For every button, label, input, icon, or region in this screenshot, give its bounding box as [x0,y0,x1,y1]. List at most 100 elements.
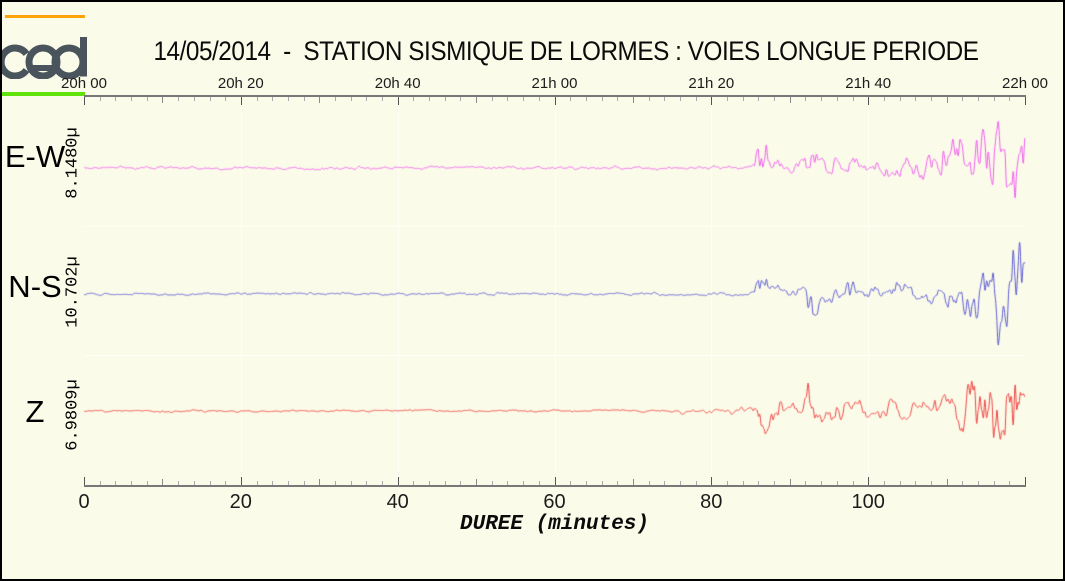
bottom-axis-tick [225,481,227,485]
bottom-axis-tick [303,481,305,485]
bottom-axis-tick [272,481,274,485]
top-axis-tick [899,97,901,101]
top-axis-tick [303,97,305,101]
bottom-axis-tick [805,481,807,485]
bottom-axis-tick [115,481,117,485]
bottom-axis-tick [899,481,901,485]
top-axis-tick [334,97,336,101]
bottom-axis-tick [193,481,195,485]
top-axis-label: 21h 40 [845,75,892,92]
bottom-axis-tick [915,481,917,485]
top-axis-tick [915,97,917,101]
top-axis-tick [287,97,289,101]
bottom-axis-tick [585,481,587,485]
bottom-axis-tick [680,481,681,485]
bottom-axis-tick [178,481,180,485]
bottom-axis-tick [868,477,870,485]
top-axis-tick [256,97,258,101]
bottom-axis-tick [946,479,948,485]
top-axis-tick [617,97,619,101]
bottom-axis-tick [1025,477,1026,485]
channel-amplitude-z: 6.9809µ [63,379,83,451]
bottom-axis-tick [99,481,101,485]
top-axis-label: 20h 20 [217,75,264,92]
top-axis-tick [444,97,446,101]
top-axis-label: 20h 40 [374,75,421,92]
top-axis-tick [523,97,525,101]
bottom-axis-label: 20 [229,491,252,513]
bottom-axis-tick [84,477,85,485]
top-axis-tick [805,97,807,101]
bottom-axis-tick [240,477,242,485]
channel-amplitude-e-w: 8.1480µ [63,127,83,199]
bottom-axis-tick [413,481,415,485]
bottom-axis-tick [209,481,211,485]
top-axis-tick [429,97,430,101]
bottom-axis-tick [930,481,932,485]
top-axis-tick [601,97,603,101]
bottom-axis-tick [774,481,776,485]
top-axis-tick [711,97,713,105]
top-axis-tick [774,97,776,101]
top-axis-tick [742,97,744,101]
bottom-axis-label: 40 [386,491,409,513]
top-axis-tick [272,97,274,101]
bottom-axis-tick [821,481,823,485]
bottom-axis-tick [429,481,430,485]
bottom-axis-tick [507,481,509,485]
bottom-axis-tick [789,479,791,485]
top-axis-tick [852,97,854,101]
top-axis-tick [585,97,587,101]
top-axis-tick [460,97,462,101]
bottom-axis-tick [758,481,760,485]
bottom-axis-tick [146,481,148,485]
bottom-axis-tick [664,481,666,485]
bottom-axis-label: 80 [700,491,723,513]
top-axis-tick [930,97,932,101]
top-axis-tick [758,97,760,101]
top-axis-label: 21h 20 [688,75,735,92]
channel-name-n-s: N-S [8,269,62,304]
bottom-axis-tick [554,477,556,485]
bottom-axis-tick [162,479,164,485]
top-axis-tick [146,97,148,101]
channel-name-e-w: E-W [4,139,66,174]
bottom-axis-tick [632,479,634,485]
top-axis-tick [727,97,728,101]
top-axis-tick [350,97,352,101]
top-axis-tick [946,97,948,103]
bottom-axis-tick [131,481,133,485]
bottom-axis-tick [993,481,995,485]
bottom-axis-tick [366,481,368,485]
top-axis-label: 20h 00 [61,75,107,92]
top-axis-tick [868,97,870,105]
bottom-axis-tick [397,477,399,485]
bottom-axis-tick [742,481,744,485]
bottom-axis-tick [836,481,838,485]
top-axis-tick [84,97,85,105]
bottom-axis-tick [350,481,352,485]
bottom-axis-tick [978,481,979,485]
x-axis-title: DUREE (minutes) [459,513,650,536]
top-axis-tick [240,97,242,105]
bottom-axis-tick [444,481,446,485]
top-axis-tick [193,97,195,101]
top-axis-tick [978,97,979,101]
top-axis-tick [1025,97,1026,105]
bottom-axis-label: 60 [543,491,566,513]
top-axis-tick [319,97,321,103]
top-axis-tick [491,97,493,101]
top-axis-tick [209,97,211,101]
bottom-axis-label: 100 [851,491,885,513]
top-axis-tick [695,97,697,101]
top-axis-tick [554,97,556,105]
bottom-axis-tick [538,481,540,485]
top-axis-label: 22h 00 [1002,75,1048,92]
top-axis-tick [507,97,509,101]
bottom-axis-tick [570,481,572,485]
bottom-axis-tick [523,481,525,485]
top-axis-tick [632,97,634,103]
top-axis-tick [131,97,133,101]
top-axis-label: 21h 00 [531,75,578,92]
